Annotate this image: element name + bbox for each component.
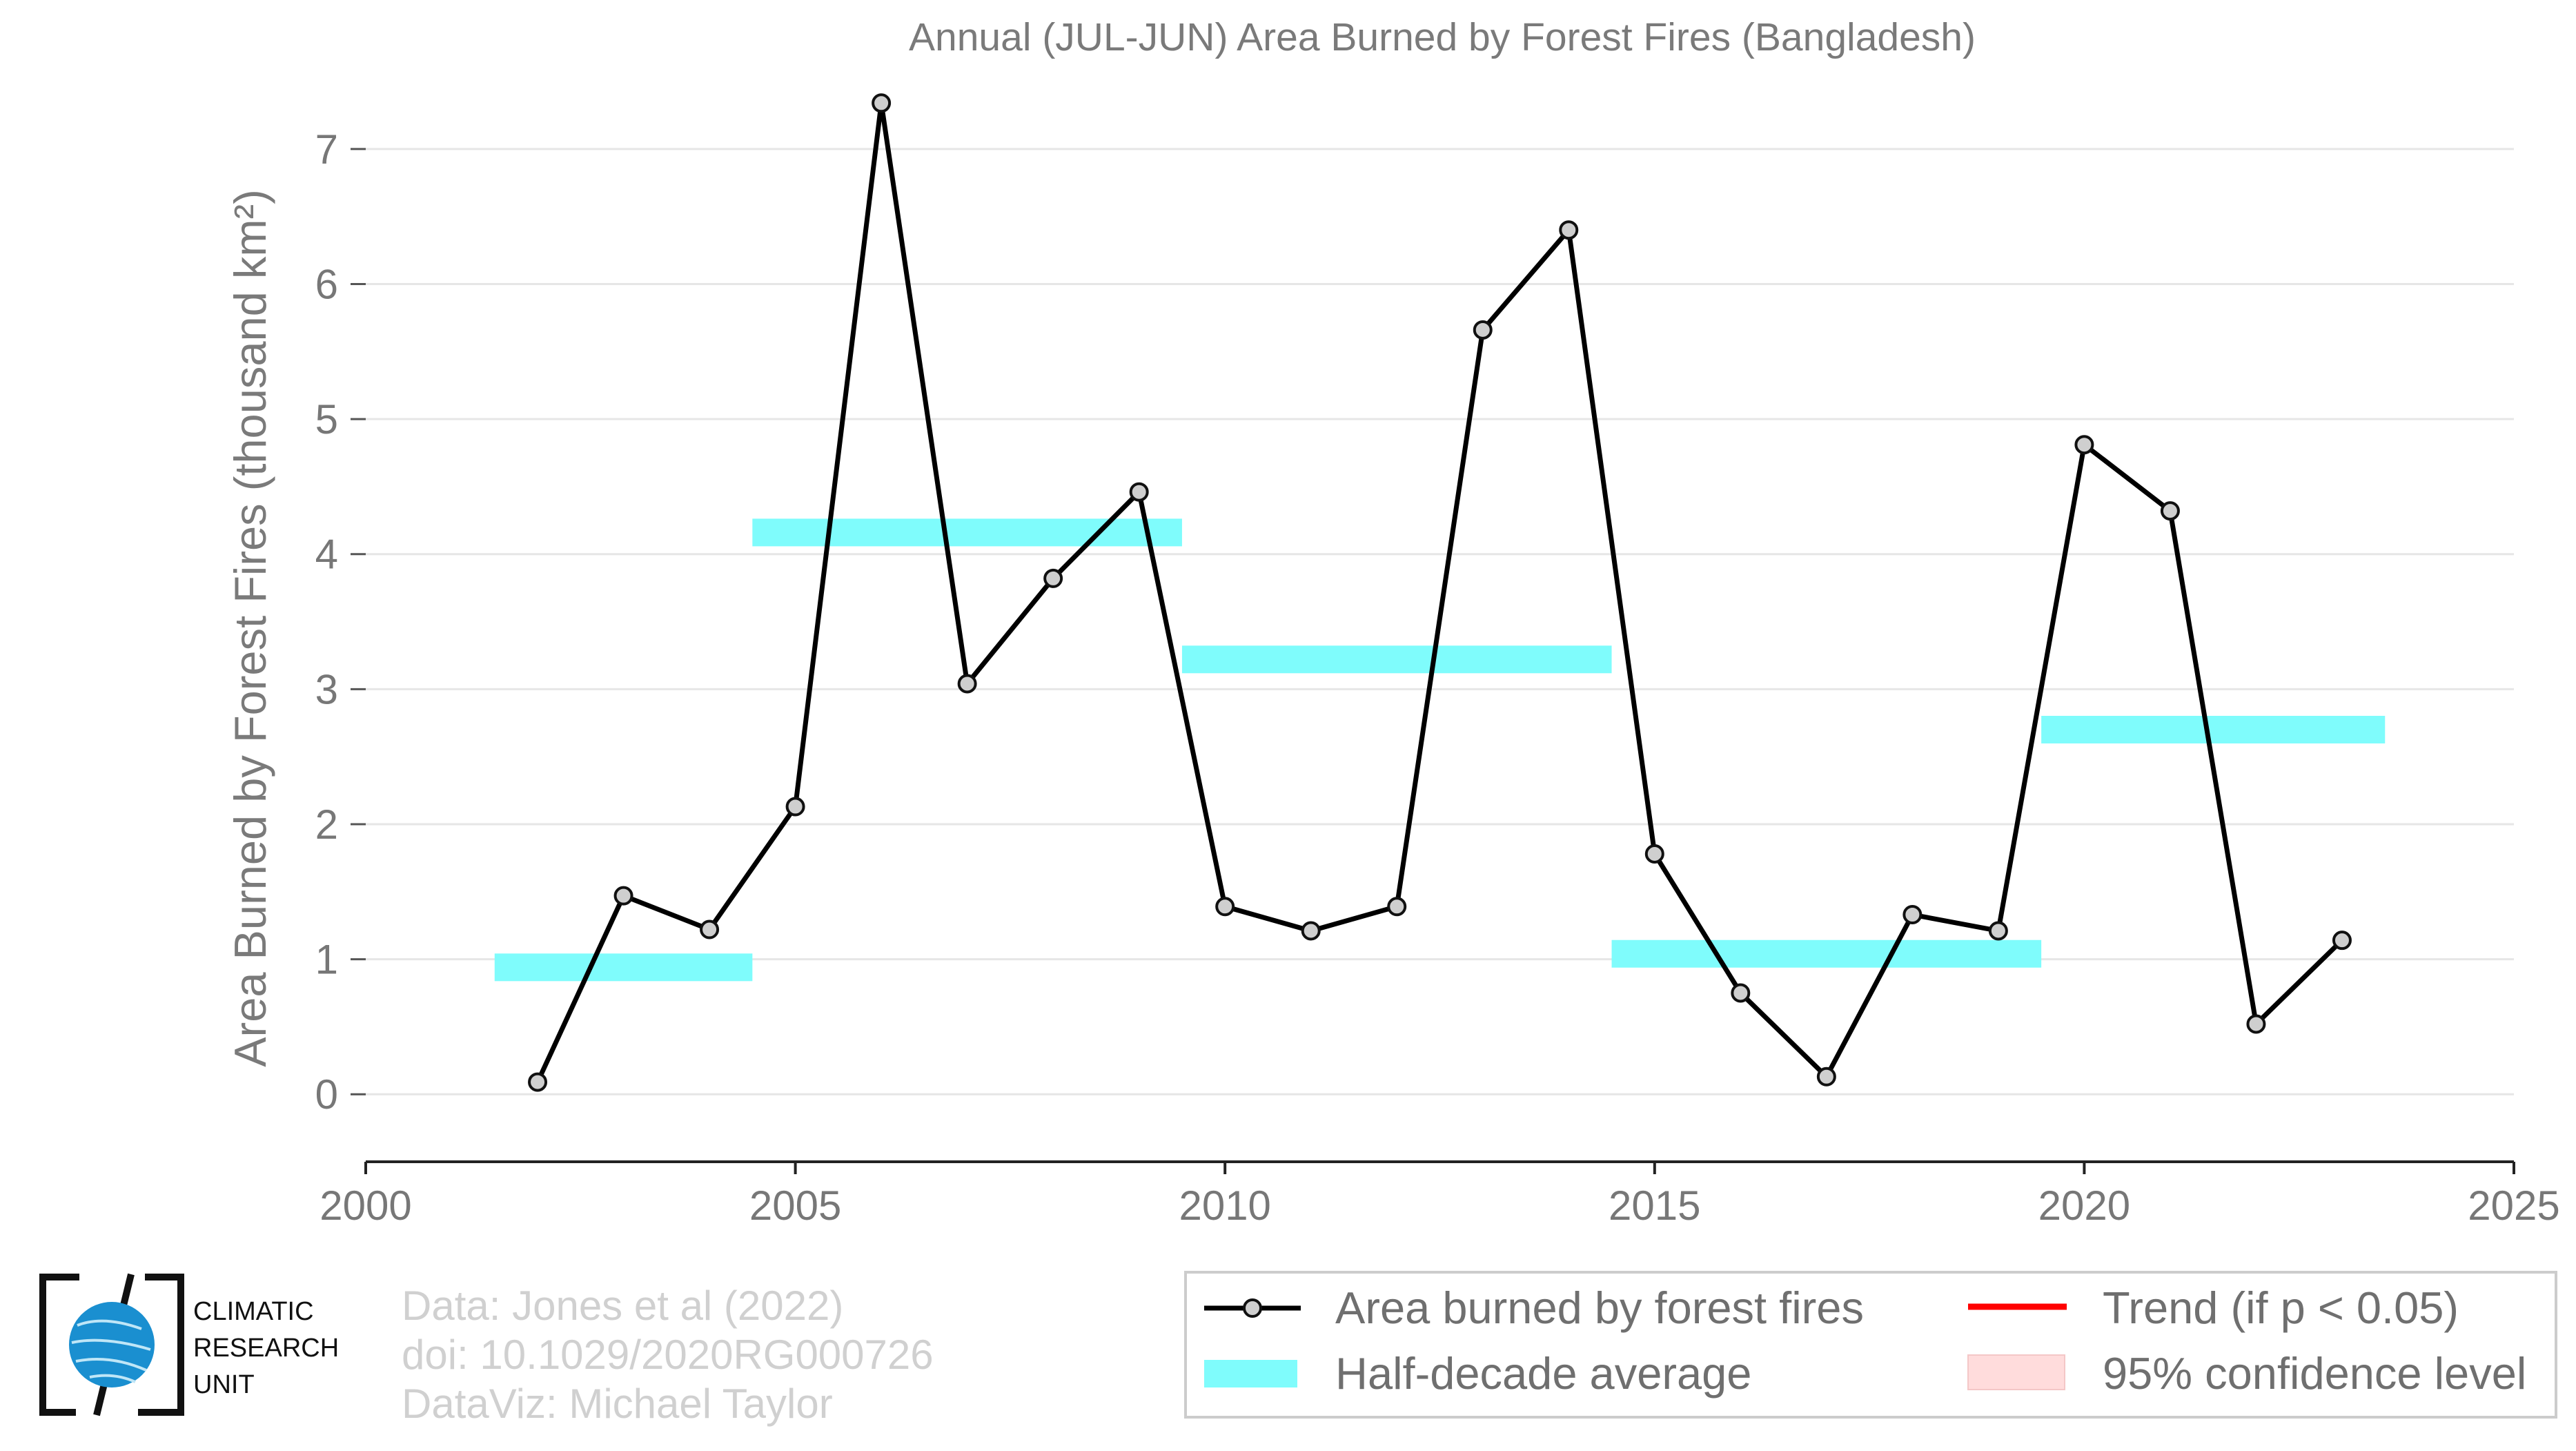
x-tick-label: 2010 <box>1179 1182 1270 1229</box>
logo-text-line2: RESEARCH <box>193 1334 339 1363</box>
data-point <box>2074 435 2094 455</box>
data-point <box>1129 482 1149 502</box>
logo-bracket-left-icon <box>39 1274 79 1416</box>
legend-entry-trend: Trend (if p < 0.05) <box>1968 1283 2459 1333</box>
y-tick-label: 4 <box>315 532 338 578</box>
legend-label-confidence: 95% confidence level <box>2103 1348 2526 1399</box>
y-tick-label: 3 <box>315 666 338 712</box>
logo-text-line3: UNIT <box>193 1370 255 1399</box>
data-point <box>785 797 805 817</box>
data-point <box>872 93 892 113</box>
credit-line1: Data: Jones et al (2022) <box>402 1283 843 1329</box>
half-decade-band-0 <box>494 953 753 982</box>
x-tick-label: 2005 <box>749 1182 841 1229</box>
data-point <box>1301 921 1321 941</box>
data-point <box>1902 905 1923 925</box>
legend-entry-area-burned: Area burned by forest fires <box>1204 1283 1864 1333</box>
y-tick-label: 5 <box>315 396 338 442</box>
y-tick-label: 0 <box>315 1071 338 1118</box>
half-decade-band-4 <box>2041 716 2386 743</box>
logo-text-line1: CLIMATIC <box>193 1297 314 1326</box>
x-tick-labels: 2000 2005 2010 2015 2020 2025 <box>319 1162 2560 1229</box>
x-tick-label: 2000 <box>319 1182 411 1229</box>
cru-logo: CLIMATIC RESEARCH UNIT <box>39 1273 339 1416</box>
legend-confidence-patch-icon <box>1967 1354 2065 1390</box>
half-decade-band-2 <box>1181 645 1612 674</box>
legend-entry-confidence: 95% confidence level <box>1967 1348 2526 1399</box>
legend-label-trend: Trend (if p < 0.05) <box>2103 1283 2459 1333</box>
data-point <box>613 886 633 906</box>
series-area-burned <box>528 93 2352 1092</box>
data-point <box>1043 568 1063 588</box>
series-line <box>535 100 2344 1084</box>
x-tick-label: 2025 <box>2468 1182 2559 1229</box>
y-tick-label: 2 <box>315 801 338 848</box>
x-tick-label: 2015 <box>1609 1182 1700 1229</box>
data-point <box>1559 220 1579 240</box>
legend: Area burned by forest fires Half-decade … <box>1184 1271 2557 1419</box>
y-tick-label: 1 <box>315 937 338 983</box>
data-credits: Data: Jones et al (2022) doi: 10.1029/20… <box>402 1283 934 1427</box>
legend-entry-half-decade: Half-decade average <box>1204 1348 1751 1399</box>
data-point <box>1816 1067 1836 1087</box>
data-point <box>2332 931 2352 951</box>
data-point <box>2160 501 2180 521</box>
globe-icon <box>69 1302 155 1387</box>
legend-band-icon <box>1204 1360 1297 1387</box>
logo-bracket-right-icon <box>138 1274 184 1416</box>
data-point <box>1215 897 1235 917</box>
credit-line3: DataViz: Michael Taylor <box>402 1381 833 1427</box>
credit-line2: doi: 10.1029/2020RG000726 <box>402 1332 934 1378</box>
half-decade-band-1 <box>752 518 1182 547</box>
half-decade-average-bands <box>494 518 2386 982</box>
data-point <box>700 919 720 939</box>
y-tick-label: 7 <box>315 126 338 173</box>
data-point <box>1473 320 1493 340</box>
legend-label-area-burned: Area burned by forest fires <box>1335 1283 1864 1333</box>
data-point <box>1988 921 2008 941</box>
chart-title: Annual (JUL-JUN) Area Burned by Forest F… <box>909 15 1976 59</box>
x-tick-label: 2020 <box>2038 1182 2130 1229</box>
data-point <box>528 1072 548 1092</box>
data-point <box>1387 897 1407 917</box>
data-point <box>1731 983 1751 1003</box>
y-tick-label: 6 <box>315 261 338 307</box>
data-point <box>1644 844 1664 864</box>
data-point <box>2246 1014 2266 1034</box>
legend-box <box>1184 1271 2557 1419</box>
y-axis-label: Area Burned by Forest Fires (thousand km… <box>225 189 275 1067</box>
legend-label-half-decade: Half-decade average <box>1335 1348 1751 1399</box>
half-decade-band-3 <box>1611 939 2042 968</box>
y-tick-labels: 0 1 2 3 4 5 6 7 <box>315 126 366 1118</box>
legend-marker-icon <box>1243 1298 1262 1318</box>
data-point <box>957 674 977 694</box>
